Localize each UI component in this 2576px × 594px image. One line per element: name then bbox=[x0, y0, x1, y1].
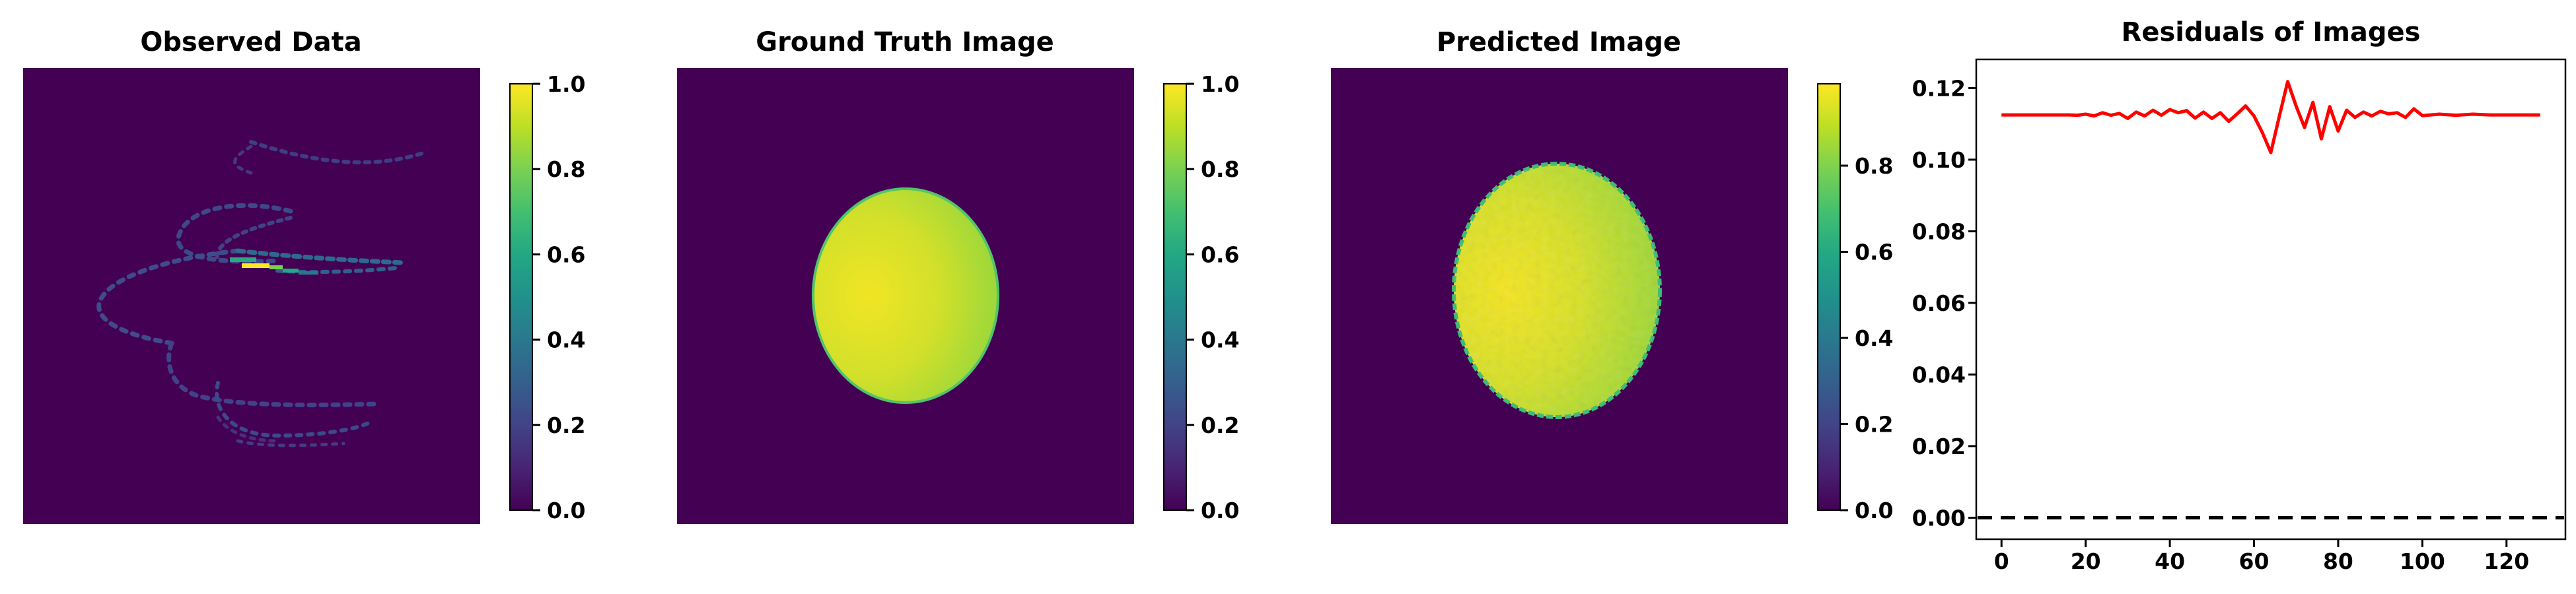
y-tick-label: 0.08 bbox=[1912, 218, 1966, 244]
x-tick-label: 20 bbox=[2071, 548, 2101, 574]
ground-truth-cbar-tick: 0.8 bbox=[1201, 156, 1239, 182]
ground-truth-title: Ground Truth Image bbox=[756, 27, 1054, 57]
y-tick-label: 0.02 bbox=[1912, 434, 1966, 459]
observed-cbar-tick: 0.4 bbox=[547, 327, 585, 353]
observed-colorbar bbox=[1163, 83, 1187, 511]
residuals-title: Residuals of Images bbox=[2122, 17, 2421, 48]
observed-cbar-tick: 0.2 bbox=[547, 412, 585, 438]
x-tick-label: 80 bbox=[2323, 548, 2353, 574]
ground-truth-cbar-tick: 0.4 bbox=[1201, 327, 1239, 353]
x-tick-label: 100 bbox=[2400, 548, 2445, 574]
observed-cbar-tick: 0.8 bbox=[547, 156, 585, 182]
y-tick-label: 0.00 bbox=[1912, 505, 1966, 531]
panel-ground-truth: Ground Truth Image 0.0 0.2 0.4 0.6 0.8 1… bbox=[677, 27, 1239, 524]
ground-truth-cbar-tick: 0.2 bbox=[1201, 412, 1239, 438]
observed-cbar-tick: 0.6 bbox=[547, 242, 585, 267]
x-tick-label: 0 bbox=[1994, 548, 2009, 574]
residuals-plot-area bbox=[1975, 58, 2567, 541]
observed-colorbar-ticks bbox=[532, 82, 540, 512]
y-tick-label: 0.10 bbox=[1912, 147, 1966, 173]
predicted-cbar-tick: 0.6 bbox=[1855, 240, 1893, 265]
panel-observed: Observed Data bbox=[23, 27, 585, 524]
predicted-ellipse-noise bbox=[1454, 164, 1660, 417]
x-tick-label: 120 bbox=[2484, 548, 2529, 574]
predicted-cbar-tick: 0.0 bbox=[1855, 498, 1893, 523]
predicted-colorbar bbox=[1817, 83, 1841, 511]
ground-truth-cbar-tick: 1.0 bbox=[1201, 71, 1239, 97]
x-tick-label: 40 bbox=[2155, 548, 2185, 574]
residuals-tick-marks bbox=[1968, 86, 2508, 547]
observed-cbar-tick: 1.0 bbox=[547, 71, 585, 97]
observed-title: Observed Data bbox=[140, 27, 361, 57]
panel-residuals: Residuals of Images 0 20 40 60 80 100 12… bbox=[1912, 17, 2567, 574]
predicted-colorbar-ticks bbox=[1840, 164, 1848, 512]
y-tick-label: 0.12 bbox=[1912, 75, 1966, 101]
predicted-cbar-tick: 0.4 bbox=[1855, 325, 1893, 351]
residual-series-line bbox=[2001, 80, 2540, 154]
ground-truth-cbar-tick: 0.6 bbox=[1201, 242, 1239, 267]
predicted-title: Predicted Image bbox=[1437, 27, 1681, 57]
y-tick-label: 0.06 bbox=[1912, 290, 1966, 316]
panel-predicted: Predicted Image 0.0 0.2 0.4 0.6 0.8 bbox=[1331, 27, 1893, 524]
predicted-cbar-tick: 0.8 bbox=[1855, 153, 1893, 179]
ground-truth-cbar-tick: 0.0 bbox=[1201, 498, 1239, 523]
ground-truth-colorbar-ticks bbox=[1186, 82, 1194, 512]
ground-truth-ellipse bbox=[812, 187, 999, 404]
observed-image bbox=[23, 68, 480, 524]
x-tick-label: 60 bbox=[2239, 548, 2270, 574]
observed-colorbar bbox=[509, 83, 533, 511]
predicted-cbar-tick: 0.2 bbox=[1855, 412, 1893, 438]
observed-cbar-tick: 0.0 bbox=[547, 498, 585, 523]
observed-bright-streak bbox=[230, 257, 318, 275]
y-tick-label: 0.04 bbox=[1912, 362, 1966, 387]
